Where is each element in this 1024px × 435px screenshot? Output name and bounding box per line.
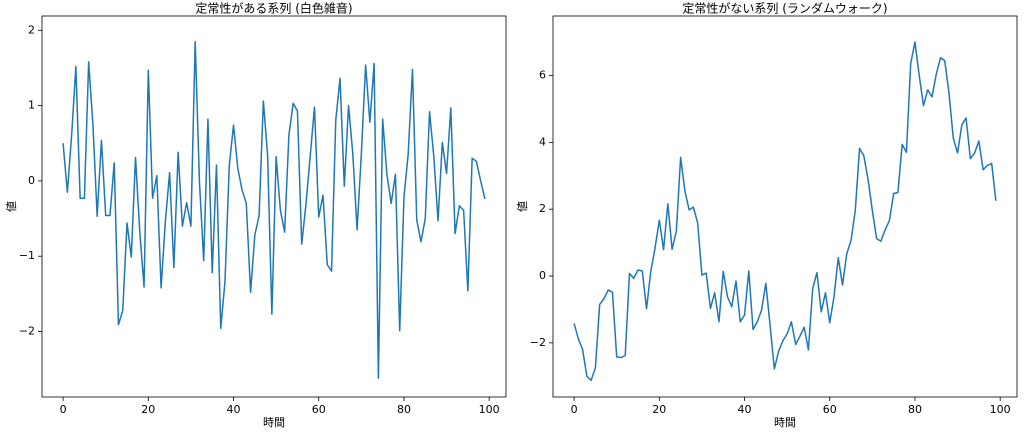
x-tick-label: 60 (823, 403, 837, 416)
x-tick-label: 40 (738, 403, 752, 416)
x-tick-label: 100 (479, 403, 500, 416)
subplot: 定常性がない系列 (ランダムウォーク) 時間 値 0 20 40 60 80 100 −2 0 2 4 6 (516, 1, 1018, 429)
y-tick-label: 2 (539, 202, 546, 215)
x-tick-label: 80 (397, 403, 411, 416)
y-tick-label: 2 (28, 23, 35, 36)
line-series (62, 40, 486, 379)
y-tick-label: 4 (539, 135, 546, 148)
subplot: 定常性がある系列 (白色雑音) 時間 値 0 20 40 60 80 100 −2 −1 0 1 2 (5, 1, 507, 429)
y-tick-label: −2 (19, 324, 35, 337)
x-tick-label: 100 (990, 403, 1011, 416)
x-tick-label: 20 (652, 403, 666, 416)
plot-frame (41, 15, 507, 398)
x-tick-label: 40 (227, 403, 241, 416)
plot-frame (552, 15, 1018, 398)
chart-title: 定常性がある系列 (白色雑音) (195, 1, 352, 16)
y-tick-label: 0 (539, 269, 546, 282)
y-tick-label: 0 (28, 174, 35, 187)
x-tick-label: 60 (312, 403, 326, 416)
y-axis-label: 値 (516, 201, 529, 212)
x-tick-label: 80 (908, 403, 922, 416)
y-tick-label: 6 (539, 68, 546, 81)
chart-title: 定常性がない系列 (ランダムウォーク) (682, 1, 887, 16)
y-axis-label: 値 (5, 201, 18, 212)
x-tick-label: 0 (571, 403, 578, 416)
x-tick-label: 0 (60, 403, 67, 416)
line-series (573, 41, 997, 382)
x-axis-label: 時間 (774, 416, 796, 429)
y-tick-label: 1 (28, 99, 35, 112)
y-tick-label: −2 (530, 336, 546, 349)
x-axis-label: 時間 (263, 416, 285, 429)
x-tick-label: 20 (141, 403, 155, 416)
y-tick-label: −1 (19, 249, 35, 262)
